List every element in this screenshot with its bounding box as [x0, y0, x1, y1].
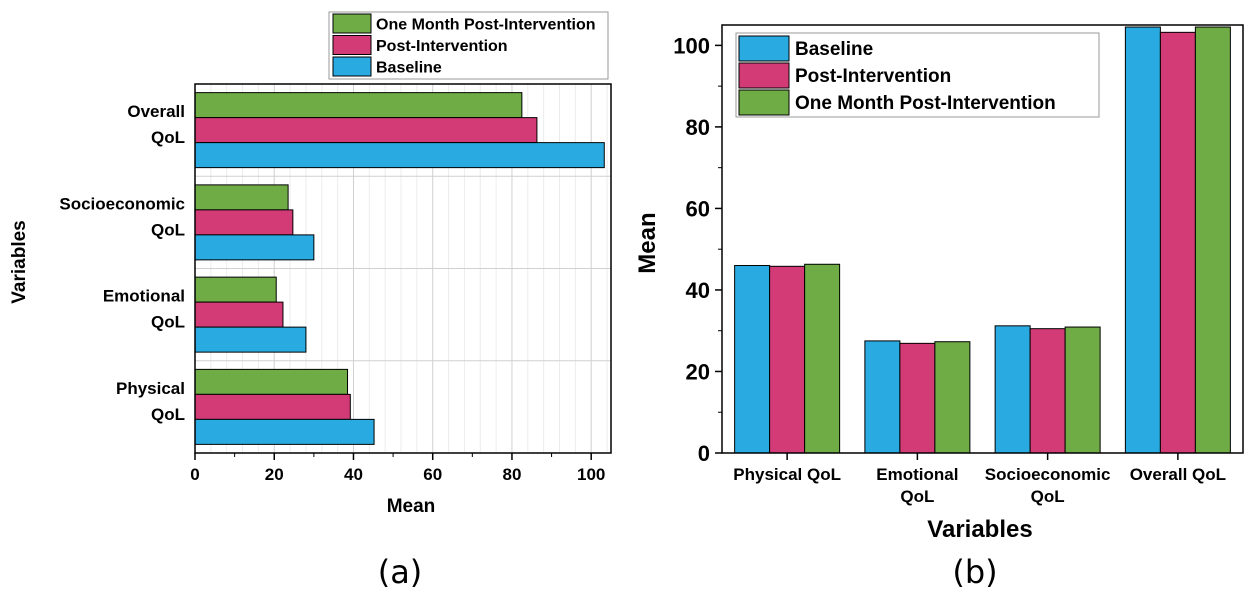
y-tick-label: 40	[686, 278, 710, 303]
category-label: QoL	[151, 313, 185, 332]
bar	[1159, 31, 1196, 454]
legend-label: Baseline	[795, 39, 873, 60]
chart-b: Physical QoL Emotional QoL Socioeconomic QoL…	[634, 24, 1244, 591]
bar	[994, 325, 1031, 454]
category-label: Physical	[116, 379, 185, 398]
category-label: Overall QoL	[1130, 465, 1226, 484]
legend-swatch	[738, 35, 790, 62]
category-label: Physical QoL	[733, 465, 841, 484]
bar	[1029, 328, 1066, 454]
x-tick-label: 80	[502, 465, 521, 484]
bar	[734, 264, 771, 454]
x-tick-label: 60	[423, 465, 442, 484]
chart-a: Physical QoL Emotional QoL Socioeconomic QoL O…	[9, 11, 612, 591]
x-tick-label: 0	[190, 465, 199, 484]
legend-label: One Month Post-Intervention	[795, 93, 1056, 114]
legend-swatch	[332, 35, 372, 55]
bar	[1194, 26, 1231, 454]
bar	[194, 276, 277, 303]
bar	[934, 341, 971, 454]
legend-box	[735, 32, 1100, 118]
x-tick-label: 20	[265, 465, 284, 484]
y-axis-title: Variables	[9, 220, 30, 303]
category-label: QoL	[900, 487, 934, 506]
y-axis-title: Mean	[634, 212, 661, 273]
bar	[194, 301, 284, 328]
y-tick-label: 100	[673, 33, 710, 58]
bar	[194, 418, 375, 445]
x-tick-label: 100	[577, 465, 605, 484]
legend-swatch	[738, 89, 790, 116]
y-tick-label: 0	[698, 441, 710, 466]
legend-label: Post-Intervention	[795, 66, 951, 87]
bar	[804, 263, 841, 454]
y-tick-label: 80	[686, 115, 710, 140]
bar	[864, 340, 901, 454]
x-axis-title: Mean	[387, 496, 436, 517]
bar	[1124, 26, 1161, 454]
x-tick-label: 40	[344, 465, 363, 484]
legend-label: Baseline	[376, 60, 442, 77]
y-tick-label: 60	[686, 196, 710, 221]
category-label: QoL	[151, 128, 185, 147]
category-label: QoL	[151, 405, 185, 424]
bar	[194, 209, 294, 236]
bar	[194, 117, 538, 144]
category-label: Overall	[127, 102, 185, 121]
bar	[194, 393, 351, 420]
bar	[194, 92, 523, 119]
legend-box	[328, 11, 609, 80]
panel-label-b: (b)	[952, 553, 997, 591]
category-label: Socioeconomic	[59, 194, 185, 213]
legend-a: One Month Post-Intervention Post-Interven…	[328, 11, 609, 80]
legend-swatch	[332, 13, 372, 34]
legend-swatch	[332, 56, 372, 77]
category-label: QoL	[151, 220, 185, 239]
y-tick-label: 20	[686, 359, 710, 384]
bar	[194, 184, 289, 211]
x-axis-title: Variables	[927, 516, 1032, 543]
bar	[194, 142, 605, 169]
legend-b: Baseline Post-Intervention One Month Post-…	[735, 32, 1100, 118]
bar	[194, 368, 349, 395]
bar	[194, 326, 307, 353]
legend-swatch	[738, 62, 790, 89]
category-label: QoL	[1031, 487, 1065, 506]
legend-label: Post-Intervention	[376, 38, 508, 55]
bar	[194, 234, 315, 261]
bar	[769, 265, 806, 454]
category-label: Emotional	[103, 287, 185, 306]
category-label: Socioeconomic	[985, 465, 1111, 484]
bar	[899, 342, 936, 454]
plot-frame	[721, 24, 1244, 454]
category-label: Emotional	[876, 465, 958, 484]
plot-frame	[194, 83, 612, 454]
legend-label: One Month Post-Intervention	[376, 17, 596, 34]
bar	[1064, 326, 1101, 454]
panel-label-a: (a)	[378, 553, 423, 591]
